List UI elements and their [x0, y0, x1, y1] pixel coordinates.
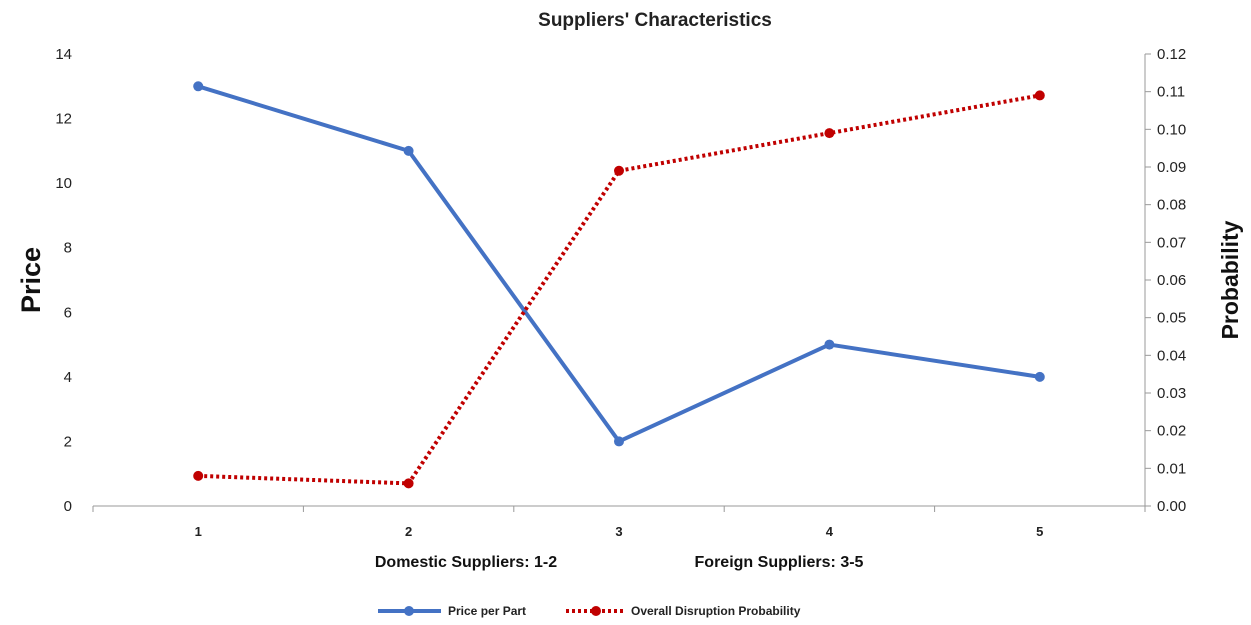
y2-tick-label: 0.07 — [1157, 234, 1186, 251]
foreign-annotation: Foreign Suppliers: 3-5 — [695, 554, 864, 571]
legend-item-price[interactable]: Price per Part — [378, 604, 526, 618]
data-point-price[interactable] — [403, 145, 414, 156]
legend-label-price: Price per Part — [448, 604, 526, 618]
right-axis-ticks: 0.00 0.01 0.02 0.03 0.04 0.05 0.06 0.07 0.08 0.09… — [1145, 46, 1186, 515]
y2-tick-label: 0.00 — [1157, 498, 1186, 515]
y-tick-label: 10 — [55, 175, 72, 192]
y2-tick-label: 0.02 — [1157, 423, 1186, 440]
x-tick-label: 1 — [195, 524, 202, 539]
y2-tick-label: 0.04 — [1157, 347, 1186, 364]
x-tick-label: 2 — [405, 524, 412, 539]
y2-tick-label: 0.11 — [1157, 84, 1185, 101]
y-tick-label: 14 — [55, 46, 72, 63]
data-point-price[interactable] — [824, 339, 835, 350]
y-tick-label: 8 — [64, 240, 72, 257]
legend-marker-price — [404, 606, 414, 616]
data-point-price[interactable] — [1034, 371, 1045, 382]
y2-tick-label: 0.01 — [1157, 460, 1186, 477]
legend-marker-probability — [591, 606, 601, 616]
y-tick-label: 6 — [64, 304, 72, 321]
x-tick-label: 5 — [1036, 524, 1043, 539]
y-axis-title: Price — [16, 247, 46, 313]
y2-tick-label: 0.10 — [1157, 121, 1186, 138]
data-point-probability[interactable] — [1034, 90, 1045, 101]
series-line-probability — [198, 93, 1041, 486]
y2-tick-label: 0.06 — [1157, 272, 1186, 289]
left-axis-ticks: 0 2 4 6 8 10 12 14 — [55, 46, 72, 515]
x-axis-ticks: 1 2 3 4 5 — [92, 506, 1146, 539]
data-point-price[interactable] — [614, 436, 624, 447]
data-point-probability[interactable] — [614, 165, 624, 176]
series-line-price — [197, 84, 1041, 444]
data-point-probability[interactable] — [193, 470, 204, 481]
y-tick-label: 4 — [64, 369, 72, 386]
x-tick-label: 3 — [615, 524, 622, 539]
domestic-annotation: Domestic Suppliers: 1-2 — [375, 554, 557, 571]
y2-axis-title: Probability — [1217, 220, 1243, 339]
y-tick-label: 0 — [64, 498, 72, 515]
y-tick-label: 12 — [55, 111, 72, 128]
y2-tick-label: 0.05 — [1157, 310, 1186, 327]
y2-tick-label: 0.09 — [1157, 159, 1186, 176]
data-point-probability[interactable] — [403, 478, 414, 489]
legend-item-probability[interactable]: Overall Disruption Probability — [566, 604, 801, 618]
chart-title: Suppliers' Characteristics — [538, 10, 772, 31]
data-point-probability[interactable] — [824, 128, 835, 139]
legend-label-probability: Overall Disruption Probability — [631, 604, 801, 618]
legend: Price per Part Overall Disruption Probab… — [378, 604, 801, 618]
data-point-price[interactable] — [193, 81, 204, 92]
series-layer — [193, 81, 1045, 489]
y2-tick-label: 0.12 — [1157, 46, 1186, 63]
x-tick-label: 4 — [826, 524, 834, 539]
y2-tick-label: 0.08 — [1157, 197, 1186, 214]
y2-tick-label: 0.03 — [1157, 385, 1186, 402]
y-tick-label: 2 — [64, 433, 72, 450]
